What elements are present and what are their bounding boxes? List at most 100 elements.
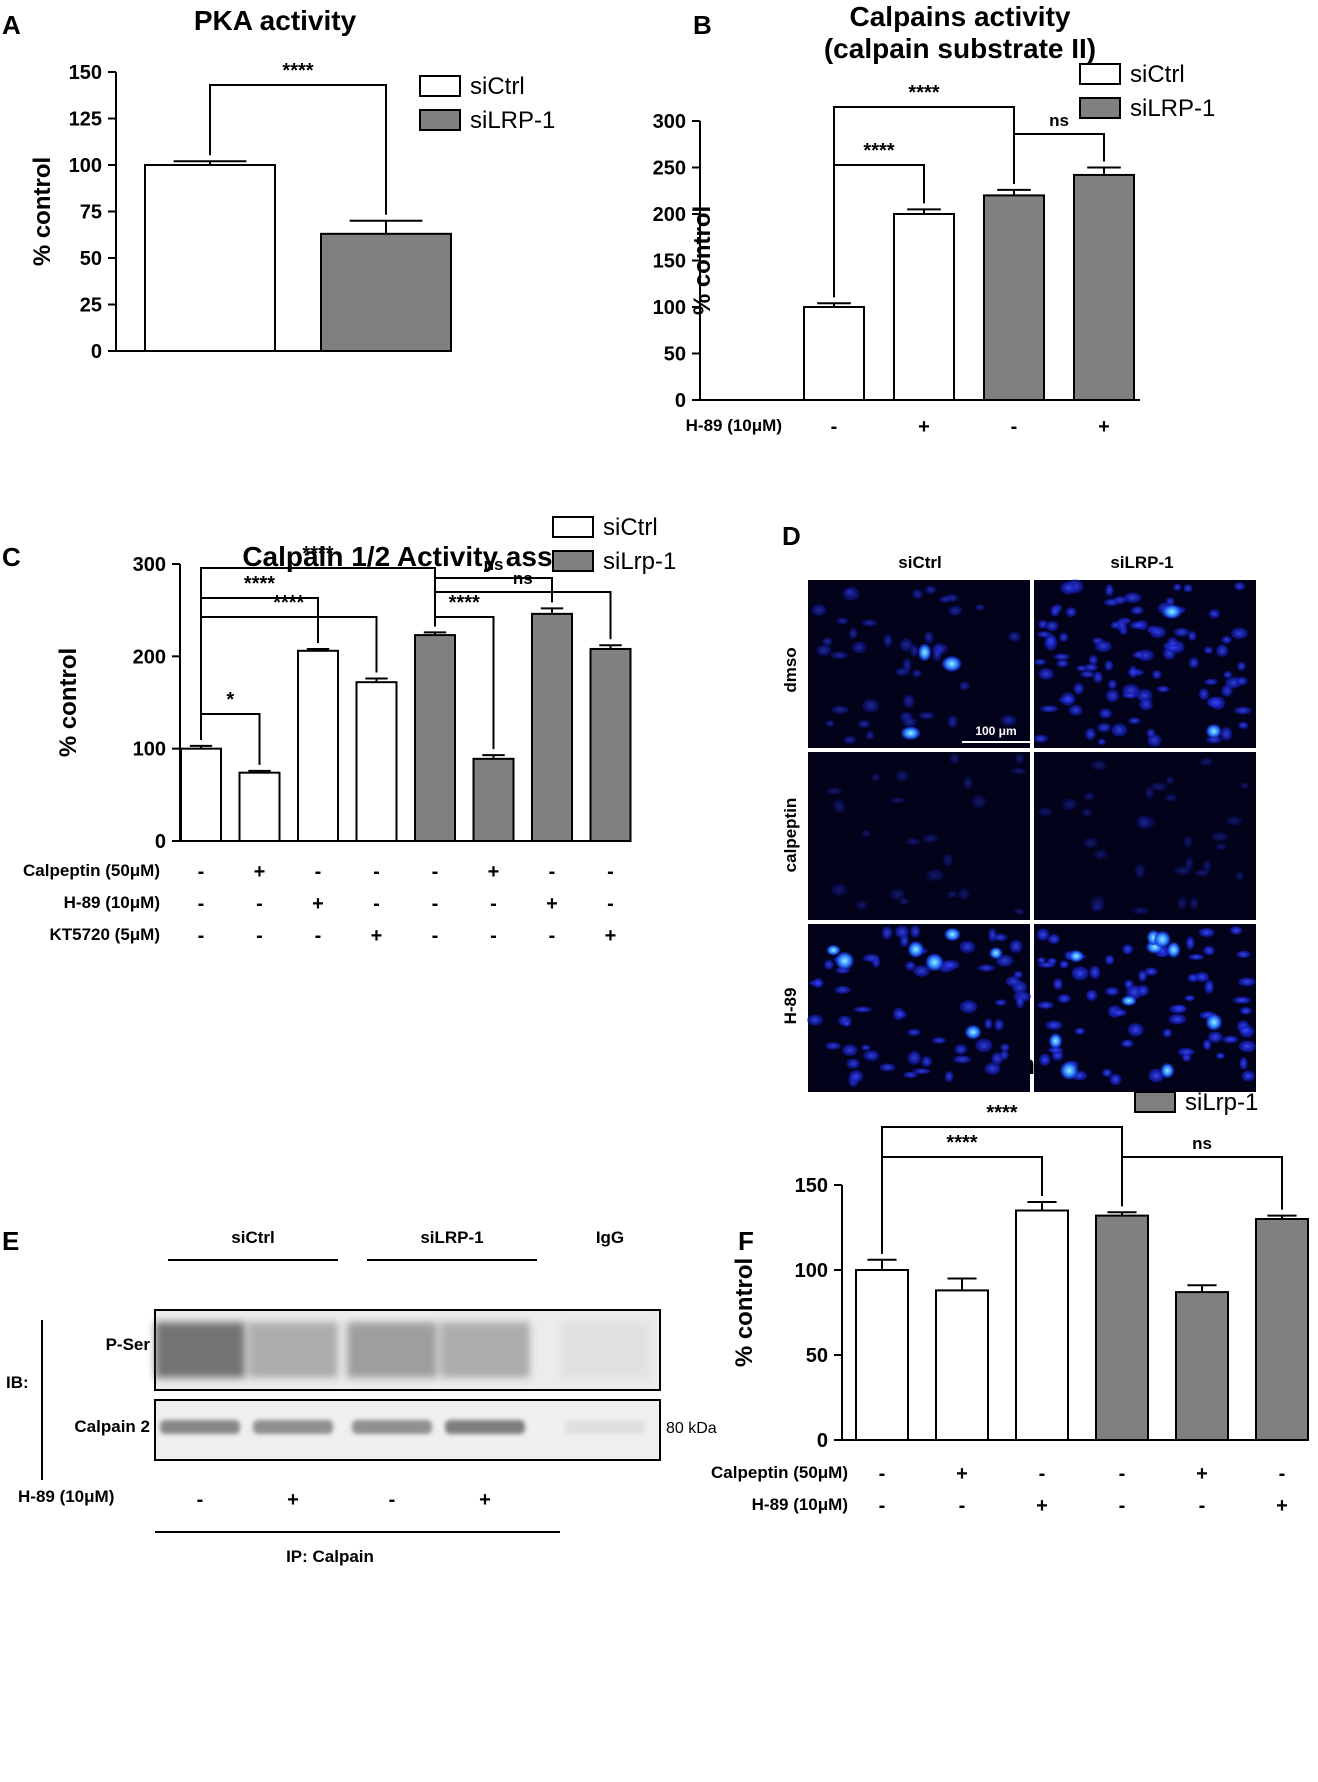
cell-nucleus <box>831 883 848 897</box>
treatment-mark: - <box>549 925 556 947</box>
scale-bar-label: 100 μm <box>975 724 1016 738</box>
cell-nucleus <box>861 829 871 837</box>
treatment-mark: + <box>1276 1495 1288 1517</box>
cell-nucleus <box>1123 592 1142 603</box>
bar <box>803 306 865 401</box>
blot-band-calpain2 <box>565 1420 645 1434</box>
cell-nucleus <box>1138 970 1147 982</box>
cell-nucleus <box>824 959 834 970</box>
cell-nucleus <box>1202 1039 1212 1051</box>
cell-nucleus <box>1093 671 1103 684</box>
cell-nucleus <box>1115 618 1128 632</box>
cell-nucleus <box>905 961 916 971</box>
significance-bracket <box>209 84 387 215</box>
cell-nucleus <box>813 977 823 989</box>
y-tick-label: 200 <box>133 646 166 668</box>
treatment-label: Calpeptin (50μM) <box>711 1463 848 1482</box>
cell-nucleus <box>1080 670 1095 678</box>
cell-nucleus <box>1038 807 1053 817</box>
cell-nucleus <box>1053 653 1070 661</box>
cell-nucleus <box>1188 657 1199 669</box>
significance-label: **** <box>863 140 894 162</box>
bright-nucleus <box>1160 1063 1175 1079</box>
bright-nucleus <box>1206 724 1222 739</box>
cell-nucleus <box>1146 728 1156 738</box>
treatment-mark: - <box>490 925 497 947</box>
cell-nucleus <box>988 928 997 942</box>
cell-nucleus <box>1241 1070 1255 1082</box>
cell-nucleus <box>1108 679 1117 690</box>
bar <box>320 232 452 353</box>
cell-nucleus <box>861 1044 871 1051</box>
western-blot-panel: siCtrl siLRP-1 IgG IB: P-Ser Calpain 2 8… <box>6 1228 717 1566</box>
cell-nucleus <box>851 641 867 654</box>
cell-nucleus <box>975 1038 993 1053</box>
cell-nucleus <box>1033 658 1047 666</box>
cell-nucleus <box>1036 928 1050 941</box>
cell-nucleus <box>984 1062 1001 1075</box>
micro-row-label-dmso: dmso <box>781 647 800 692</box>
bright-nucleus <box>826 945 841 956</box>
treatment-mark: + <box>918 416 930 438</box>
bar <box>414 634 456 843</box>
ip-label: IP: Calpain <box>286 1547 374 1566</box>
cell-nucleus <box>833 799 846 814</box>
cell-nucleus <box>1015 995 1025 1009</box>
legend-swatch <box>419 75 461 97</box>
bright-nucleus <box>901 726 921 740</box>
cell-nucleus <box>1137 985 1149 997</box>
bright-nucleus <box>1068 950 1084 963</box>
blot-band-calpain2 <box>253 1420 333 1434</box>
cell-nucleus <box>1134 864 1146 879</box>
cell-nucleus <box>994 999 1007 1006</box>
cell-nucleus <box>903 694 915 708</box>
cell-nucleus <box>816 644 832 656</box>
cell-nucleus <box>1038 961 1056 968</box>
cell-nucleus <box>953 1055 971 1064</box>
cell-nucleus <box>1009 939 1023 953</box>
cell-nucleus <box>1132 651 1145 659</box>
cell-nucleus <box>1148 1068 1164 1083</box>
micro-col-label-sictrl: siCtrl <box>898 553 941 572</box>
cell-nucleus <box>895 770 909 782</box>
cell-nucleus <box>1206 735 1222 744</box>
treatment-mark: + <box>312 893 324 915</box>
cell-nucleus <box>1073 682 1084 695</box>
cell-nucleus <box>894 925 909 939</box>
y-tick-label: 0 <box>675 390 686 412</box>
treatment-label: H-89 (10μM) <box>752 1495 848 1514</box>
y-tick-label: 75 <box>80 202 102 224</box>
cell-nucleus <box>1216 1052 1225 1059</box>
treatment-mark: + <box>254 861 266 883</box>
micro-tile <box>808 580 1030 748</box>
cell-nucleus <box>1162 1028 1172 1038</box>
legend-swatch <box>1134 1091 1176 1113</box>
panel-letter-a: A <box>2 10 21 40</box>
cell-nucleus <box>846 1058 860 1069</box>
y-tick-label: 50 <box>806 1345 828 1367</box>
cell-nucleus <box>1128 665 1138 678</box>
cell-nucleus <box>932 1037 946 1044</box>
significance-bracket <box>1013 133 1105 184</box>
cell-nucleus <box>842 1044 858 1056</box>
y-tick-label: 150 <box>69 62 102 84</box>
cell-nucleus <box>913 965 930 977</box>
treatment-mark: - <box>831 416 838 438</box>
cell-nucleus <box>1010 767 1027 775</box>
cell-nucleus <box>825 720 835 727</box>
bar <box>355 681 398 842</box>
bright-nucleus <box>942 656 962 672</box>
cell-nucleus <box>822 637 833 646</box>
cell-nucleus <box>1173 627 1190 637</box>
bright-nucleus <box>1167 942 1181 958</box>
cell-nucleus <box>865 730 875 740</box>
significance-label: **** <box>282 60 313 82</box>
cell-nucleus <box>1110 621 1121 629</box>
cell-nucleus <box>1044 633 1057 648</box>
significance-label: * <box>226 689 234 711</box>
cell-nucleus <box>1038 668 1054 680</box>
significance-label: **** <box>302 543 333 565</box>
cell-nucleus <box>855 900 868 911</box>
blot-band-calpain2 <box>445 1420 525 1434</box>
cell-nucleus <box>1204 678 1218 686</box>
